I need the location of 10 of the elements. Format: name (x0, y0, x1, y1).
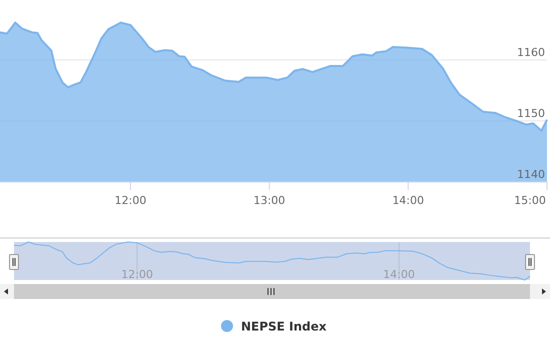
y-tick-label: 1160 (517, 46, 545, 59)
x-tick-label: 13:00 (253, 194, 286, 207)
y-tick-label: 1140 (517, 168, 545, 181)
x-tick-label: 14:00 (392, 194, 424, 207)
legend-label: NEPSE Index (241, 320, 327, 334)
x-tick-label: 12:00 (114, 194, 146, 207)
x-tick-label: 15:00 (514, 194, 546, 207)
x-tick-label: 14:00 (383, 268, 415, 281)
y-tick-label: 1150 (517, 106, 545, 120)
x-tick-label: 12:00 (121, 268, 153, 281)
